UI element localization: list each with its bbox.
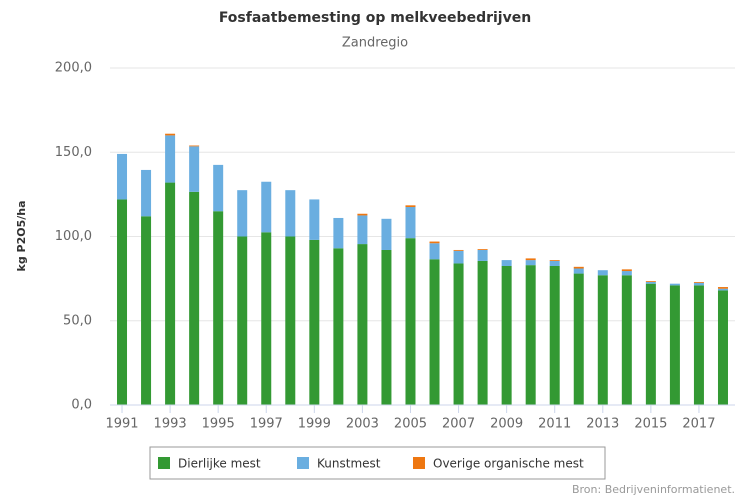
bar-segment	[357, 215, 368, 245]
bar-segment	[477, 249, 488, 250]
bar-segment	[165, 133, 176, 136]
x-tick-label: 2015	[634, 417, 667, 432]
bar-segment	[189, 191, 200, 405]
bar-segment	[117, 199, 128, 405]
bar-segment	[621, 271, 632, 276]
y-tick-label: 0,0	[71, 398, 92, 413]
bar-segment	[573, 273, 584, 405]
x-tick-label: 2013	[586, 417, 619, 432]
bar-segment	[621, 269, 632, 272]
bar-segment	[405, 207, 416, 239]
bar-segment	[549, 265, 560, 405]
bar-segment	[477, 249, 488, 261]
legend-swatch	[413, 457, 425, 469]
bar-segment	[693, 285, 704, 405]
x-tick-label: 2003	[346, 417, 379, 432]
x-tick-label: 2009	[490, 417, 523, 432]
legend-label: Kunstmest	[317, 457, 381, 471]
bar-segment	[573, 268, 584, 274]
bar-segment	[285, 190, 296, 237]
x-tick-label: 1997	[250, 417, 283, 432]
source: Bron: Bedrijveninformatienet.	[572, 483, 735, 496]
bar-segment	[237, 236, 248, 405]
x-tick-label: 2007	[442, 417, 475, 432]
bar-segment	[645, 281, 656, 282]
bar-segment	[333, 217, 344, 249]
x-tick-label: 2011	[538, 417, 571, 432]
legend-label: Dierlijke mest	[178, 457, 261, 471]
bar-segment	[717, 287, 728, 289]
y-tick-label: 150,0	[55, 145, 92, 160]
bar-segment	[357, 244, 368, 405]
x-tick-label: 2005	[394, 417, 427, 432]
legend-box	[149, 446, 606, 480]
bar-segment	[213, 211, 224, 405]
bar-segment	[309, 239, 320, 405]
bar-segment	[621, 275, 632, 405]
bar-segment	[549, 260, 560, 266]
y-tick-label: 100,0	[55, 229, 92, 244]
chart-subtitle: Zandregio	[342, 36, 408, 51]
bar-segment	[333, 248, 344, 405]
bar-segment	[597, 275, 608, 405]
bar-segment	[405, 238, 416, 405]
y-tick-label: 50,0	[63, 313, 92, 328]
bar-segment	[717, 290, 728, 405]
bar-segment	[693, 282, 704, 286]
bar-segment	[645, 281, 656, 284]
bar-segment	[381, 249, 392, 405]
bar-segment	[549, 260, 560, 261]
bar-segment	[189, 146, 200, 192]
bar-segment	[477, 260, 488, 405]
chart-title: Fosfaatbemesting op melkveebedrijven	[219, 10, 531, 26]
bar-segment	[501, 260, 512, 266]
bar-segment	[141, 169, 152, 217]
bar-segment	[309, 199, 320, 240]
bar-segment	[405, 205, 416, 208]
bar-segment	[189, 145, 200, 147]
bar-segment	[573, 266, 584, 269]
bar-segment	[525, 258, 536, 261]
x-tick-label: 1999	[298, 417, 331, 432]
bar-segment	[357, 213, 368, 216]
bar-segment	[645, 283, 656, 405]
bar-segment	[213, 164, 224, 212]
x-tick-label: 1995	[202, 417, 235, 432]
bar-segment	[717, 288, 728, 291]
bar-segment	[165, 135, 176, 183]
bar-segment	[453, 249, 464, 251]
legend-swatch	[297, 457, 309, 469]
bar-segment	[429, 241, 440, 244]
bar-segment	[693, 281, 704, 283]
x-tick-label: 1991	[105, 417, 138, 432]
bar-segment	[117, 153, 128, 200]
x-tick-label: 2017	[682, 417, 715, 432]
bar-segment	[669, 285, 680, 405]
bar-segment	[453, 263, 464, 405]
bar-segment	[261, 232, 272, 405]
bar-segment	[381, 218, 392, 250]
y-axis-label: kg P2O5/ha	[15, 200, 28, 271]
bar-segment	[429, 243, 440, 260]
bar-segment	[669, 283, 680, 286]
bar-segment	[237, 190, 248, 237]
bar-segment	[501, 265, 512, 405]
bar-segment	[285, 236, 296, 405]
legend-swatch	[158, 457, 170, 469]
bar-segment	[261, 181, 272, 233]
bar-segment	[525, 265, 536, 405]
y-tick-label: 200,0	[55, 61, 92, 76]
bar-segment	[525, 260, 536, 266]
bar-segment	[141, 216, 152, 405]
bar-segment	[453, 250, 464, 264]
bar-segment	[597, 270, 608, 276]
legend-label: Overige organische mest	[433, 457, 584, 471]
x-tick-label: 1993	[154, 417, 187, 432]
bar-segment	[429, 259, 440, 405]
bar-segment	[165, 182, 176, 405]
